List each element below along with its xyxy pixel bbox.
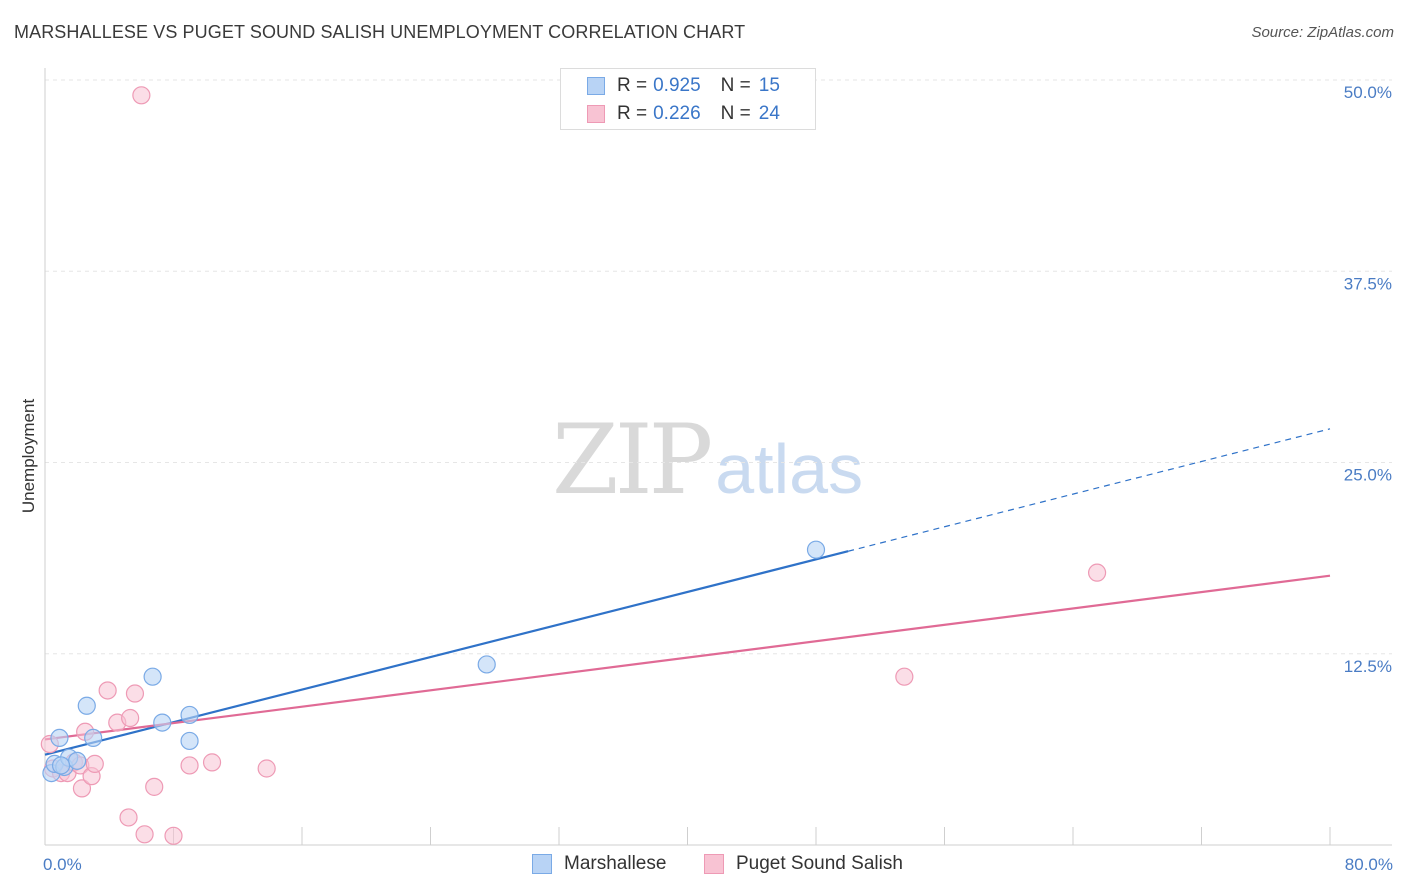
watermark: ZIPatlas — [552, 404, 863, 516]
watermark-atlas: atlas — [715, 430, 864, 508]
salish-point — [145, 777, 164, 796]
chart-title: MARSHALLESE VS PUGET SOUND SALISH UNEMPL… — [14, 22, 746, 42]
legend-row-salish: R = 0.226 N = 24 — [587, 102, 780, 126]
salish-point — [125, 684, 145, 703]
y-tick-label: 12.5% — [1344, 657, 1392, 676]
salish-point — [72, 779, 92, 798]
y-tick-label: 25.0% — [1344, 466, 1392, 485]
marshallese-point — [806, 540, 826, 559]
grid-layer — [45, 79, 1392, 655]
bottom-legend-marshallese: Marshallese — [532, 852, 666, 876]
marshallese-point — [477, 655, 496, 674]
legend-r-label: R = — [617, 103, 648, 124]
salish-point — [202, 753, 222, 772]
marshallese-point — [84, 728, 103, 748]
salish-point — [132, 86, 151, 105]
salish-point — [895, 667, 914, 686]
marshallese-point — [180, 731, 199, 751]
salish-point — [121, 708, 140, 728]
salish-point — [85, 754, 104, 774]
legend-n-label: N = — [720, 103, 751, 124]
y-tick-label: 50.0% — [1344, 83, 1392, 102]
marshallese-point — [143, 667, 162, 686]
x-tick-label: 0.0% — [43, 855, 82, 874]
salish-point — [1087, 563, 1107, 582]
legend-n-label: N = — [720, 75, 751, 96]
legend-row-marshallese: R = 0.925 N = 15 — [587, 74, 780, 98]
bottom-legend-salish: Puget Sound Salish — [704, 852, 903, 876]
source-label: Source: ZipAtlas.com — [1251, 24, 1394, 41]
marshallese-point — [68, 751, 87, 770]
axis-layer — [44, 68, 1392, 846]
marshallese-legend-swatch — [532, 854, 552, 874]
legend-n-value: 24 — [758, 103, 780, 124]
marshallese-point — [50, 728, 69, 748]
legend-n-value: 15 — [758, 75, 780, 96]
salish-point — [164, 826, 183, 845]
marshallese-trend-line — [44, 550, 849, 756]
marshallese-trend-extension — [847, 428, 1331, 552]
salish-point — [119, 808, 138, 827]
marshallese-swatch — [587, 77, 605, 95]
y-axis-title: Unemployment — [19, 399, 38, 514]
legend-r-value: 0.925 — [653, 75, 701, 96]
watermark-zip: ZIP — [552, 404, 713, 516]
salish-point — [135, 825, 154, 844]
salish-trend-line — [44, 574, 1331, 741]
point-layer — [40, 86, 1107, 845]
salish-point — [257, 759, 276, 778]
legend-r-label: R = — [617, 75, 648, 96]
salish-legend-label: Puget Sound Salish — [736, 853, 903, 874]
marshallese-legend-label: Marshallese — [564, 853, 667, 874]
salish-swatch — [587, 105, 605, 123]
salish-legend-swatch — [704, 854, 724, 874]
legend-r-value: 0.226 — [653, 103, 701, 124]
salish-point — [180, 756, 199, 775]
marshallese-point — [180, 705, 199, 725]
x-tick-label: 80.0% — [1345, 855, 1393, 874]
marshallese-point — [77, 696, 96, 715]
y-tick-label: 37.5% — [1344, 274, 1392, 293]
trend-layer — [44, 428, 1331, 756]
stats-legend: R = 0.925 N = 15 R = 0.226 N = 24 — [560, 68, 816, 130]
marshallese-point — [51, 756, 71, 775]
label-layer: 12.5% 25.0% 37.5% 50.0% 0.0% 80.0% — [43, 83, 1393, 874]
marshallese-point — [153, 713, 172, 732]
salish-point — [98, 681, 117, 700]
